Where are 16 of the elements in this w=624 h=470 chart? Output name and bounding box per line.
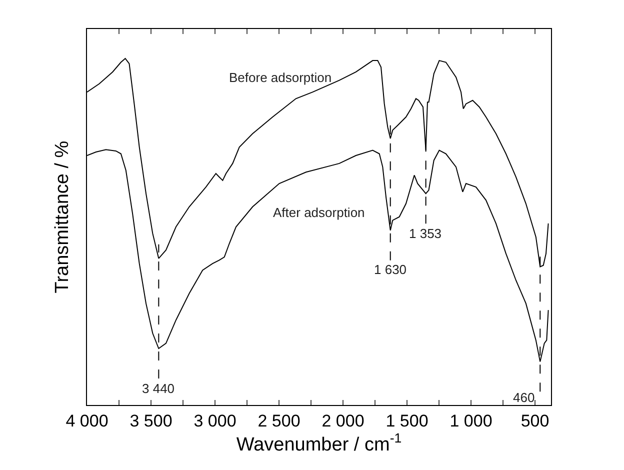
annotation: 1 630 — [374, 262, 407, 277]
x-tick-label: 2 000 — [322, 411, 364, 430]
annotation: 1 353 — [409, 226, 442, 241]
x-tick-label: 3 000 — [194, 411, 236, 430]
x-tick-label: 3 500 — [130, 411, 172, 430]
x-axis-title: Wavenumber / cm$^{-1}$ — [236, 430, 402, 456]
x-tick-label: 2 500 — [258, 411, 300, 430]
x-tick-label: 1 000 — [450, 411, 492, 430]
series-label: After adsorption — [273, 205, 365, 220]
y-axis-title: Transmittance / % — [52, 140, 73, 294]
x-tick-label: 1 500 — [386, 411, 428, 430]
annotation: 460 — [513, 390, 535, 405]
x-tick-label: 500 — [520, 411, 550, 430]
annotation: 3 440 — [142, 381, 175, 396]
x-tick-label: 4 000 — [66, 411, 108, 430]
series-label: Before adsorption — [229, 70, 332, 85]
